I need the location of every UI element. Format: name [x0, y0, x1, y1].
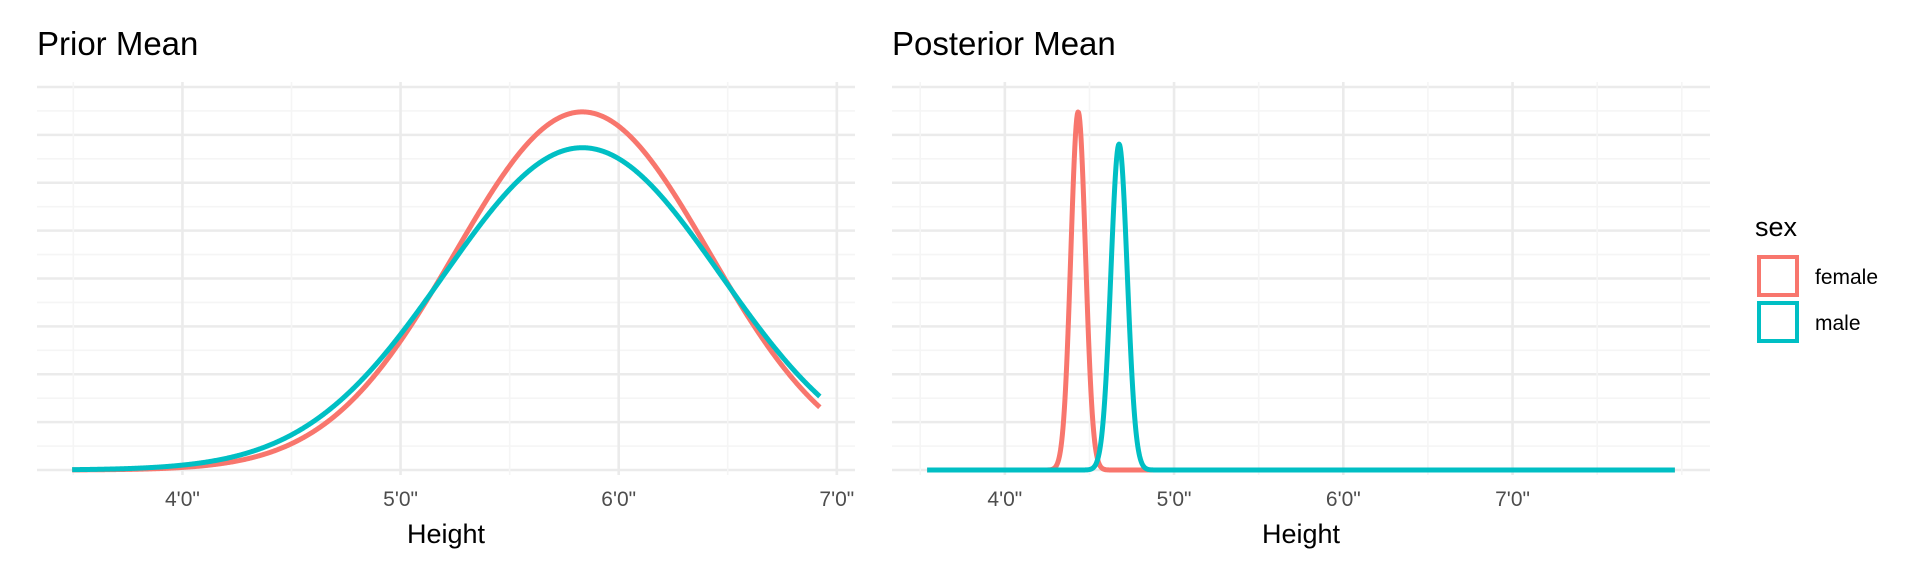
- prior-mean-x-axis-title: Height: [407, 519, 486, 549]
- prior-mean-lines: [70, 109, 822, 473]
- legend-item-male: male: [1757, 301, 1861, 343]
- posterior-mean-x-axis-title: Height: [1262, 519, 1341, 549]
- x-tick-label: 5'0": [383, 488, 418, 511]
- posterior-mean-x-ticks: 4'0" 5'0" 6'0" 7'0": [987, 488, 1530, 511]
- legend-key-female: [1757, 255, 1799, 297]
- posterior-mean-panel: 4'0" 5'0" 6'0" 7'0" Posterior Mean Height: [892, 25, 1710, 549]
- legend-item-female: female: [1757, 255, 1878, 297]
- male-density-line: [70, 145, 822, 473]
- posterior-mean-lines: [925, 109, 1677, 473]
- prior-mean-panel: 4'0" 5'0" 6'0" 7'0" Prior Mean Height: [37, 25, 855, 549]
- legend: sex female male: [1755, 212, 1878, 343]
- x-tick-label: 6'0": [1326, 488, 1361, 511]
- legend-key-male: [1757, 301, 1799, 343]
- prior-mean-gridlines: [37, 82, 855, 475]
- prior-mean-title: Prior Mean: [37, 25, 198, 62]
- legend-title: sex: [1755, 212, 1798, 242]
- x-tick-label: 6'0": [601, 488, 636, 511]
- x-tick-label: 4'0": [165, 488, 200, 511]
- legend-label-female: female: [1815, 266, 1878, 289]
- posterior-mean-title: Posterior Mean: [892, 25, 1116, 62]
- x-tick-label: 7'0": [819, 488, 854, 511]
- legend-label-male: male: [1815, 312, 1861, 335]
- x-tick-label: 7'0": [1495, 488, 1530, 511]
- x-tick-label: 4'0": [987, 488, 1022, 511]
- prior-mean-x-ticks: 4'0" 5'0" 6'0" 7'0": [165, 488, 854, 511]
- x-tick-label: 5'0": [1157, 488, 1192, 511]
- male-density-line: [925, 141, 1677, 473]
